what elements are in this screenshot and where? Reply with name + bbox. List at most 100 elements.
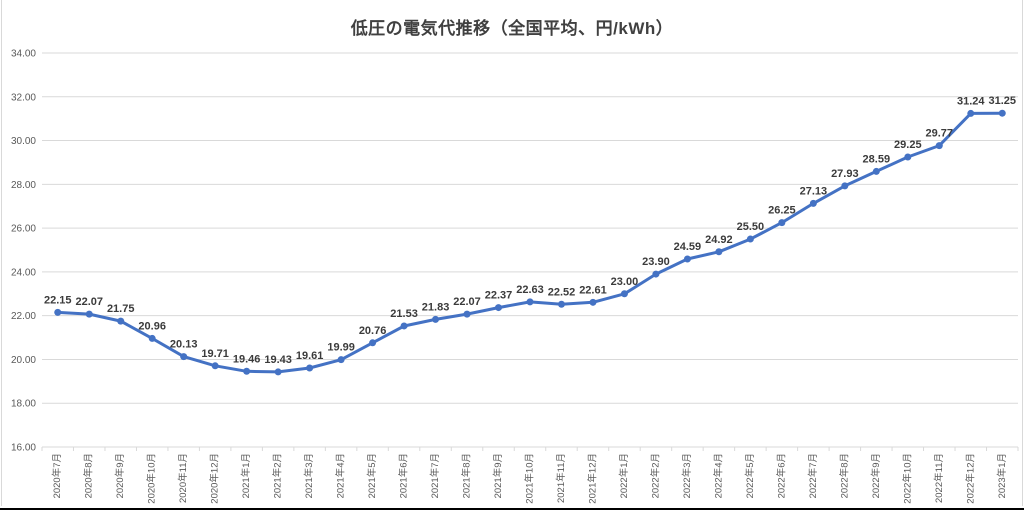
data-label: 22.52	[548, 286, 576, 298]
x-axis-tick-label: 2023年1月	[996, 453, 1008, 498]
x-axis-tick-label: 2020年7月	[51, 453, 63, 498]
data-label: 19.99	[327, 342, 355, 354]
data-point	[872, 167, 880, 175]
data-point	[400, 322, 408, 330]
data-label: 22.61	[579, 284, 607, 296]
data-label: 20.96	[138, 320, 166, 332]
data-label: 20.76	[359, 325, 387, 337]
data-label: 21.75	[107, 303, 135, 315]
y-axis-tick-label: 16.00	[11, 443, 36, 454]
x-axis-tick-label: 2021年9月	[492, 453, 504, 498]
data-label: 19.61	[296, 350, 324, 362]
y-axis-tick-label: 26.00	[11, 224, 36, 235]
data-label: 23.90	[642, 256, 670, 268]
page-right-border	[1022, 0, 1023, 506]
data-point	[274, 368, 282, 376]
data-label: 25.50	[737, 221, 765, 233]
data-point	[998, 109, 1006, 117]
data-label: 31.25	[988, 95, 1016, 107]
data-label: 31.24	[957, 95, 985, 107]
data-point	[904, 153, 912, 161]
y-axis-tick-label: 30.00	[11, 136, 36, 147]
data-point	[935, 142, 943, 150]
x-axis-tick-label: 2021年12月	[586, 453, 598, 504]
y-axis-tick-label: 24.00	[11, 267, 36, 278]
data-label: 23.00	[611, 276, 639, 288]
data-label: 24.59	[674, 241, 702, 253]
page-left-border	[1, 0, 2, 506]
data-label: 19.43	[264, 354, 292, 366]
x-axis-tick-label: 2022年3月	[681, 453, 693, 498]
x-axis-tick-label: 2022年2月	[649, 453, 661, 498]
x-axis-tick-label: 2020年8月	[83, 453, 95, 498]
y-axis-tick-label: 20.00	[11, 355, 36, 366]
x-axis-tick-label: 2022年12月	[964, 453, 976, 504]
x-axis-tick-label: 2022年11月	[933, 453, 945, 503]
data-label: 24.92	[705, 234, 733, 246]
data-label: 22.07	[75, 296, 103, 308]
data-point	[841, 182, 849, 190]
data-point	[306, 364, 314, 372]
data-label: 22.07	[453, 296, 481, 308]
data-label: 20.13	[170, 339, 198, 351]
x-axis-tick-label: 2020年12月	[209, 453, 221, 504]
x-axis-tick-label: 2021年2月	[272, 453, 284, 498]
data-point	[967, 109, 975, 117]
data-label: 22.37	[485, 290, 513, 302]
data-point	[683, 255, 691, 263]
x-axis-tick-label: 2022年1月	[618, 453, 630, 498]
data-point	[117, 317, 125, 325]
x-axis-tick-label: 2021年7月	[429, 453, 441, 498]
data-point	[809, 199, 817, 207]
data-label: 28.59	[863, 153, 891, 165]
series-line	[56, 111, 1004, 374]
data-point	[620, 290, 628, 298]
x-axis-tick-label: 2022年10月	[901, 453, 913, 504]
x-axis-tick-label: 2022年7月	[807, 453, 819, 498]
data-point	[369, 339, 377, 347]
data-point	[463, 310, 471, 318]
data-point	[495, 304, 503, 312]
data-point	[180, 353, 188, 361]
x-axis-tick-label: 2020年10月	[146, 453, 158, 504]
data-label: 29.25	[894, 139, 922, 151]
y-axis-tick-label: 32.00	[11, 92, 36, 103]
data-point	[589, 298, 597, 306]
x-axis-tick-label: 2022年6月	[775, 453, 787, 498]
data-point	[337, 356, 345, 364]
x-axis-tick-label: 2021年11月	[555, 453, 567, 503]
data-label: 19.46	[233, 353, 261, 365]
data-point	[243, 367, 251, 375]
x-axis-tick-label: 2021年3月	[303, 453, 315, 498]
data-point	[211, 362, 219, 370]
data-label: 21.83	[422, 301, 450, 313]
chart-title: 低圧の電気代推移（全国平均、円/kWh）	[350, 19, 674, 38]
data-point	[148, 334, 156, 342]
x-axis-tick-label: 2022年4月	[712, 453, 724, 498]
data-label: 22.15	[44, 294, 72, 306]
x-axis-tick-label: 2021年1月	[240, 453, 252, 498]
data-label: 27.13	[800, 185, 828, 197]
data-point	[778, 219, 786, 227]
data-point	[432, 315, 440, 323]
data-label: 21.53	[390, 308, 418, 320]
data-point	[85, 310, 93, 318]
x-axis-tick-label: 2020年9月	[114, 453, 126, 498]
data-label: 27.93	[831, 168, 859, 180]
x-axis-tick-label: 2020年11月	[177, 453, 189, 503]
data-label: 29.77	[926, 128, 954, 140]
x-axis-tick-label: 2021年8月	[461, 453, 473, 498]
x-axis-tick-label: 2021年10月	[524, 453, 536, 504]
data-point	[54, 308, 62, 316]
data-point	[557, 300, 565, 308]
y-axis-tick-label: 18.00	[11, 399, 36, 410]
y-axis-tick-label: 22.00	[11, 311, 36, 322]
data-label: 22.63	[516, 284, 544, 296]
data-point	[526, 298, 534, 306]
data-point	[652, 270, 660, 278]
x-axis-tick-label: 2021年5月	[366, 453, 378, 498]
data-point	[746, 235, 754, 243]
y-axis-tick-label: 34.00	[11, 49, 36, 60]
